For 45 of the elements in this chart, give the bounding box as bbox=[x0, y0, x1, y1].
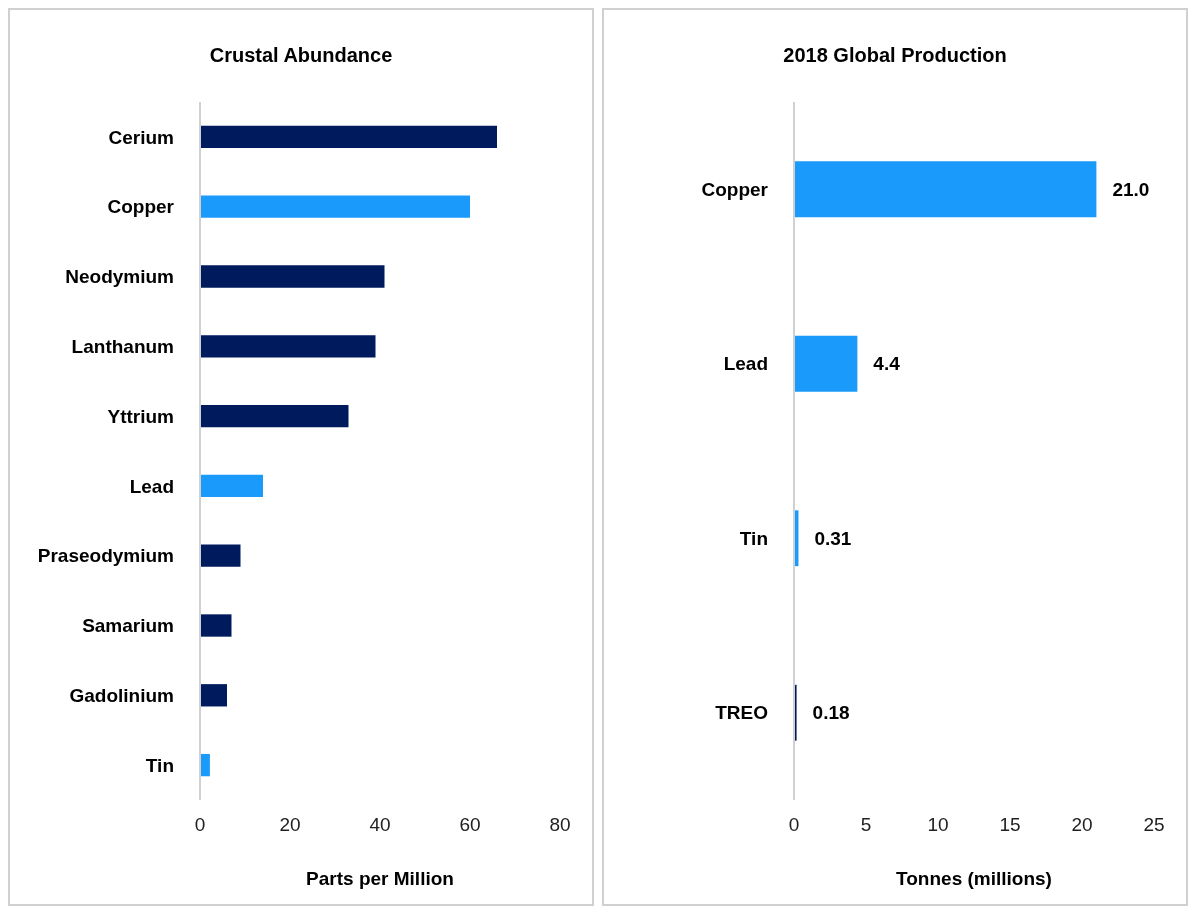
data-label: 4.4 bbox=[873, 353, 901, 375]
x-tick-label: 15 bbox=[999, 814, 1021, 836]
data-label: 0.31 bbox=[814, 527, 852, 549]
bar bbox=[200, 474, 263, 498]
y-tick-label: Lead bbox=[129, 475, 174, 497]
bar bbox=[200, 544, 241, 567]
bar bbox=[200, 335, 376, 358]
bar bbox=[200, 125, 497, 149]
x-tick-label: 60 bbox=[459, 814, 481, 836]
y-tick-label: Neodymium bbox=[65, 266, 174, 288]
chart-title: Crustal Abundance bbox=[208, 44, 394, 67]
y-tick-label: Tin bbox=[739, 527, 768, 549]
x-tick-label: 5 bbox=[860, 814, 872, 836]
y-tick-label: Copper bbox=[701, 178, 769, 200]
y-tick-label: Cerium bbox=[108, 126, 174, 148]
bar bbox=[200, 404, 349, 428]
y-tick-label: Yttrium bbox=[107, 405, 174, 427]
x-axis-title: Parts per Million bbox=[305, 868, 455, 890]
y-tick-label: Samarium bbox=[82, 615, 174, 637]
data-label: 0.18 bbox=[812, 702, 850, 724]
x-tick-label: 25 bbox=[1143, 814, 1165, 836]
y-tick-label: Lead bbox=[723, 353, 768, 375]
bar bbox=[200, 753, 210, 777]
x-tick-label: 0 bbox=[194, 814, 206, 836]
y-tick-label: Tin bbox=[145, 754, 174, 776]
y-tick-label: Lanthanum bbox=[71, 336, 174, 358]
bar bbox=[794, 161, 1097, 218]
x-tick-label: 20 bbox=[279, 814, 301, 836]
data-label: 21.0 bbox=[1112, 178, 1150, 200]
bar bbox=[200, 614, 232, 637]
bar bbox=[794, 335, 858, 392]
chart-title: 2018 Global Production bbox=[782, 44, 1008, 67]
y-tick-label: Praseodymium bbox=[37, 545, 174, 567]
bar bbox=[200, 684, 227, 707]
y-tick-label: Copper bbox=[107, 196, 175, 218]
x-tick-label: 10 bbox=[927, 814, 949, 836]
bar bbox=[200, 195, 470, 218]
y-tick-label: Gadolinium bbox=[69, 685, 174, 707]
x-tick-label: 40 bbox=[369, 814, 391, 836]
x-tick-label: 20 bbox=[1071, 814, 1093, 836]
y-tick-label: TREO bbox=[715, 702, 768, 724]
bar bbox=[200, 265, 385, 288]
x-axis-title: Tonnes (millions) bbox=[895, 868, 1053, 890]
x-tick-label: 0 bbox=[788, 814, 800, 836]
x-tick-label: 80 bbox=[549, 814, 571, 836]
